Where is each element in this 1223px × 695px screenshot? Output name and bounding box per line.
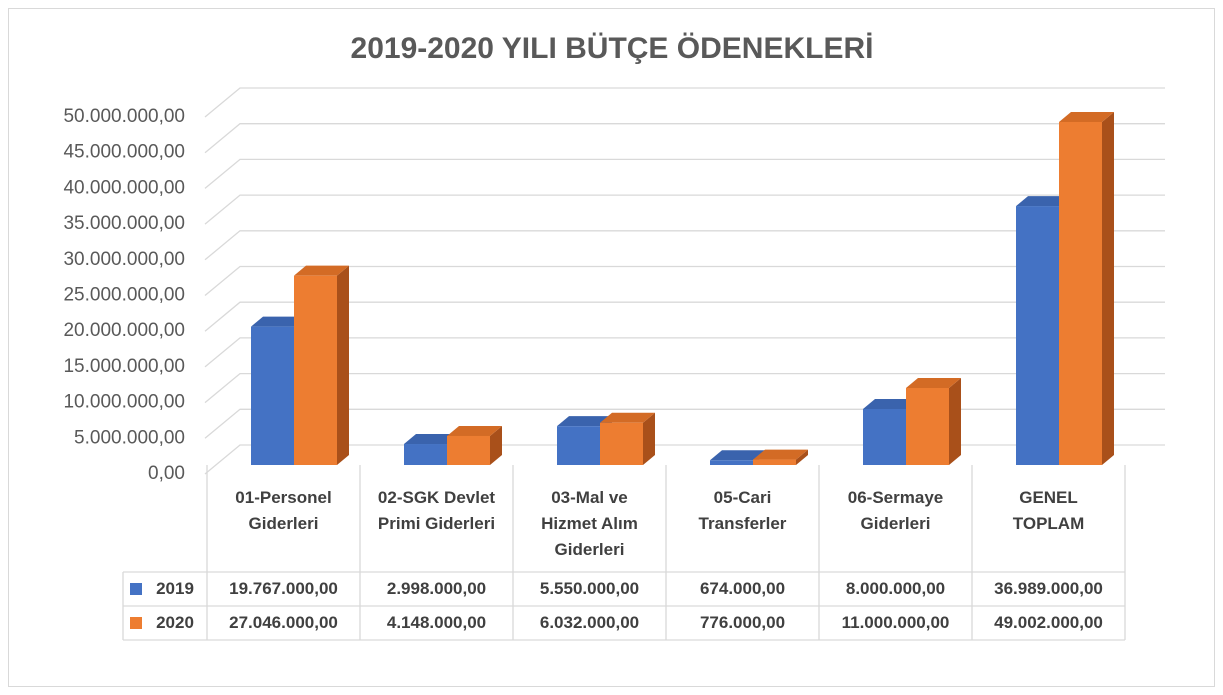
- data-label: 8.000.000,00: [845, 579, 946, 598]
- bar: [1016, 206, 1059, 465]
- bar-top: [1059, 111, 1114, 122]
- y-tick-label: 5.000.000,00: [74, 427, 185, 448]
- grid-line: [204, 408, 1165, 439]
- y-tick-label: 30.000.000,00: [63, 249, 185, 270]
- bar: [1059, 121, 1102, 466]
- bar-side: [337, 265, 349, 465]
- legend-label: 2020: [156, 613, 194, 632]
- data-label: 27.046.000,00: [229, 613, 338, 632]
- x-tick-label: 06-Sermaye Giderleri: [847, 488, 944, 533]
- bar-top: [557, 416, 612, 427]
- grid-line: [204, 194, 1165, 225]
- y-tick-label: 35.000.000,00: [63, 213, 185, 234]
- bar: [753, 459, 796, 465]
- bar-top: [710, 450, 765, 461]
- bar: [600, 422, 643, 465]
- grid-line: [204, 265, 1165, 297]
- y-tick-label: 20.000.000,00: [63, 320, 185, 341]
- bar-side: [949, 378, 961, 465]
- x-tick-label: 01-Personel Giderleri: [235, 488, 332, 533]
- grid-line: [204, 230, 1165, 261]
- bar-side: [796, 449, 808, 465]
- data-label: 776.000,00: [699, 613, 786, 632]
- y-tick-label: 45.000.000,00: [63, 142, 185, 163]
- grid-line: [204, 372, 1165, 404]
- bar-top: [600, 412, 655, 423]
- y-tick-label: 0,00: [148, 463, 185, 484]
- x-tick-label: 02-SGK Devlet Primi Giderleri: [377, 488, 496, 533]
- grid-line: [204, 301, 1165, 332]
- y-tick-label: 25.000.000,00: [63, 285, 185, 306]
- bar: [710, 460, 753, 465]
- y-tick-label: 10.000.000,00: [63, 392, 185, 413]
- grid-line: [204, 87, 1165, 118]
- bar: [906, 388, 949, 465]
- x-tick-label: 03-Mal ve Hizmet Alım Giderleri: [541, 488, 638, 559]
- y-tick-label: 15.000.000,00: [63, 356, 185, 377]
- bar-top: [251, 316, 306, 327]
- bar-top: [906, 378, 961, 388]
- bar: [863, 409, 906, 465]
- y-tick-label: 40.000.000,00: [63, 177, 185, 198]
- bar-top: [863, 399, 918, 409]
- data-label: 49.002.000,00: [994, 613, 1103, 632]
- legend-label: 2019: [156, 579, 194, 598]
- bar-top: [294, 265, 349, 276]
- data-label: 19.767.000,00: [229, 579, 338, 598]
- data-label: 5.550.000,00: [539, 579, 640, 598]
- bar-top: [753, 449, 808, 460]
- bar: [557, 426, 600, 465]
- data-label: 11.000.000,00: [841, 613, 950, 632]
- bar-side: [643, 412, 655, 465]
- data-label: 36.989.000,00: [994, 579, 1103, 598]
- data-label: 674.000,00: [699, 579, 786, 598]
- bar-side: [490, 425, 502, 465]
- data-label: 2.998.000,00: [386, 579, 487, 598]
- bar: [294, 275, 337, 465]
- grid-line: [204, 337, 1165, 368]
- legend-key: [130, 583, 142, 595]
- grid-line: [204, 158, 1165, 189]
- grid-line: [204, 444, 1165, 475]
- bar-top: [404, 434, 459, 445]
- data-label: 4.148.000,00: [386, 613, 487, 632]
- bar: [251, 326, 294, 465]
- bar-side: [1102, 111, 1114, 466]
- bar-top: [1016, 196, 1071, 207]
- bar-top: [447, 425, 502, 436]
- bar: [404, 444, 447, 465]
- grid-line: [204, 123, 1165, 154]
- x-tick-label: 05-Cari Transferler: [698, 488, 787, 533]
- bar: [447, 435, 490, 465]
- data-label: 6.032.000,00: [539, 613, 640, 632]
- y-tick-label: 50.000.000,00: [63, 106, 185, 127]
- chart-title: 2019-2020 YILI BÜTÇE ÖDENEKLERİ: [351, 32, 874, 65]
- legend-key: [130, 617, 142, 629]
- x-tick-label: GENEL TOPLAM: [1012, 488, 1085, 533]
- chart-border: [8, 8, 1215, 687]
